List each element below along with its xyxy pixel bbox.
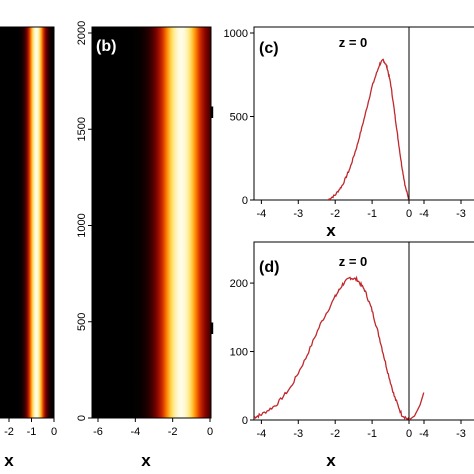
panel-c-right: -4 -3 xyxy=(408,26,474,220)
panel-c-annotation: z = 0 xyxy=(339,35,368,50)
panel-b-y-tick-label: 500 xyxy=(76,313,88,331)
panel-d-right-frame xyxy=(408,241,474,421)
panel-d-x-tick-label: -1 xyxy=(367,428,377,440)
panel-c-right-frame xyxy=(408,26,474,201)
panel-b-x-tick-label: -2 xyxy=(168,426,178,438)
panel-c-right-ticks: -4 -3 xyxy=(419,200,466,220)
panel-c-x-tick-label: -4 xyxy=(256,208,266,220)
panel-d-right-series-line xyxy=(409,392,425,420)
panel-d-x-tick-label: -4 xyxy=(256,428,266,440)
panel-c-y-label: I xyxy=(210,103,215,122)
panel-d-x-tick-label: 0 xyxy=(406,428,412,440)
panel-c-label: (c) xyxy=(259,40,279,57)
panel-d-y-tick-label: 0 xyxy=(242,415,248,427)
panel-d-series-line xyxy=(254,275,409,420)
panel-b-y-tick-label: 1000 xyxy=(76,213,88,237)
panel-d-label: (d) xyxy=(259,259,279,276)
heatmap-b-field xyxy=(91,26,212,419)
panel-b-label: (b) xyxy=(96,38,116,55)
panel-d-ticks: -4 -3 -2 -1 0 0 100 200 xyxy=(230,278,412,440)
panel-d-x-tick-label: -2 xyxy=(330,428,340,440)
panel-c-x-tick-label: -3 xyxy=(293,208,303,220)
panel-c-series-line xyxy=(327,58,409,200)
panel-d-right-x-tick-label: -3 xyxy=(456,428,466,440)
panel-c-y-tick-label: 1000 xyxy=(224,28,248,40)
panel-b-x-tick-label: -6 xyxy=(93,426,103,438)
panel-d: (d) z = 0 -4 -3 -2 -1 0 0 100 200 I x xyxy=(210,241,412,470)
panel-d-y-tick-label: 100 xyxy=(230,347,248,359)
panel-b-y-tick-label: 1500 xyxy=(76,117,88,141)
panel-d-right-x-tick-label: -4 xyxy=(419,428,429,440)
panel-b-y-tick-label: 2000 xyxy=(76,21,88,45)
panel-b: (b) -6 -4 -2 0 0 500 1000 1500 2000 x xyxy=(76,21,213,470)
panel-d-right: -4 -3 xyxy=(408,241,474,440)
panel-c-right-x-tick-label: -4 xyxy=(419,208,429,220)
panel-c-x-label: x xyxy=(326,221,336,240)
panel-c-y-tick-label: 0 xyxy=(242,195,248,207)
panel-c: (c) z = 0 -4 -3 -2 -1 0 0 500 1000 I x xyxy=(210,26,413,240)
panel-c-ticks: -4 -3 -2 -1 0 0 500 1000 xyxy=(224,28,413,220)
panel-b-x-tick-label: -4 xyxy=(130,426,140,438)
panel-c-x-tick-label: -2 xyxy=(330,208,340,220)
panel-a-x-label: x xyxy=(4,451,14,470)
panel-d-annotation: z = 0 xyxy=(339,254,368,269)
panel-b-ticks: -6 -4 -2 0 0 500 1000 1500 2000 xyxy=(76,21,213,438)
panel-c-right-x-tick-label: -3 xyxy=(456,208,466,220)
heatmap-a-field xyxy=(0,26,55,419)
panel-d-x-tick-label: -3 xyxy=(293,428,303,440)
panel-c-y-tick-label: 500 xyxy=(230,112,248,124)
panel-c-x-tick-label: -1 xyxy=(367,208,377,220)
panel-c-x-tick-label: 0 xyxy=(406,208,412,220)
panel-d-x-label: x xyxy=(326,451,336,470)
panel-a-x-tick-label: -2 xyxy=(4,426,14,438)
panel-d-y-tick-label: 200 xyxy=(230,278,248,290)
panel-a-x-tick-label: 0 xyxy=(51,426,57,438)
panel-b-x-label: x xyxy=(141,451,151,470)
panel-a-x-tick-label: -1 xyxy=(27,426,37,438)
panel-b-y-tick-label: 0 xyxy=(76,415,88,421)
panel-b-x-tick-label: 0 xyxy=(207,426,213,438)
panel-a: -2 -1 0 x xyxy=(0,26,57,470)
panel-a-x-ticks: -2 -1 0 xyxy=(4,418,57,438)
panel-d-y-label: I xyxy=(210,319,215,338)
panel-d-right-ticks: -4 -3 xyxy=(419,420,466,440)
